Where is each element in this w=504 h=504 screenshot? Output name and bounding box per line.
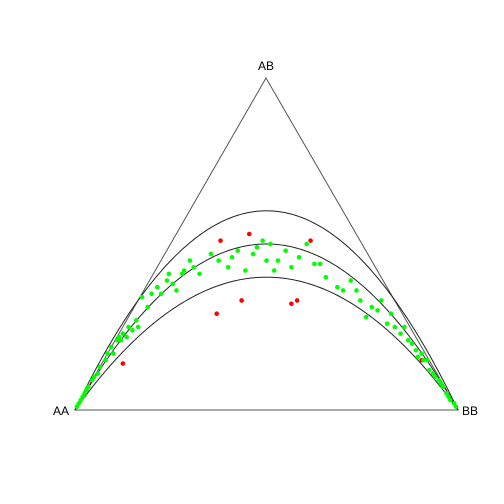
data-point xyxy=(323,274,329,280)
data-point xyxy=(419,351,424,356)
data-point xyxy=(308,238,313,243)
data-point xyxy=(296,254,302,260)
data-point xyxy=(225,264,231,270)
data-point xyxy=(218,238,223,243)
data-point xyxy=(145,304,151,310)
data-point xyxy=(354,288,359,293)
data-point xyxy=(283,248,288,253)
data-point xyxy=(384,321,390,326)
data-point xyxy=(243,268,248,273)
data-point xyxy=(254,245,260,250)
hwe-curve-2 xyxy=(74,210,459,411)
data-point xyxy=(268,241,273,247)
data-point xyxy=(135,324,141,330)
data-point xyxy=(91,374,97,380)
data-point xyxy=(294,298,300,303)
data-point xyxy=(426,367,432,373)
data-point xyxy=(229,254,235,260)
data-point xyxy=(187,258,193,263)
data-point xyxy=(246,231,252,237)
data-point xyxy=(348,278,354,283)
data-point xyxy=(388,311,394,317)
data-point xyxy=(304,241,310,247)
data-point xyxy=(124,334,130,340)
data-point xyxy=(375,308,380,313)
data-point xyxy=(415,354,421,360)
data-point xyxy=(444,391,449,396)
data-point xyxy=(409,341,415,346)
data-point xyxy=(114,337,120,343)
data-point xyxy=(239,298,244,303)
data-point xyxy=(86,384,91,390)
hwe-curve-0 xyxy=(74,276,459,411)
data-point xyxy=(335,284,340,290)
data-point xyxy=(413,347,419,353)
data-point xyxy=(289,264,294,270)
data-point xyxy=(402,324,407,330)
data-point xyxy=(95,371,101,376)
data-point xyxy=(312,261,317,267)
data-point xyxy=(235,248,241,253)
data-point xyxy=(170,281,175,287)
data-point xyxy=(191,264,197,270)
data-point xyxy=(133,318,139,323)
data-point xyxy=(158,291,164,297)
data-point xyxy=(358,298,363,303)
data-point xyxy=(216,258,221,263)
data-point xyxy=(289,301,294,307)
hwe-curves xyxy=(74,210,459,411)
data-point xyxy=(139,294,145,300)
data-point xyxy=(440,384,445,390)
data-point xyxy=(164,278,170,283)
data-point xyxy=(214,311,220,317)
data-point xyxy=(120,361,126,366)
data-point xyxy=(392,324,398,330)
data-point xyxy=(432,374,438,380)
data-point xyxy=(149,291,154,297)
ternary-triangle xyxy=(74,76,459,411)
data-point xyxy=(438,381,444,386)
data-point xyxy=(421,357,426,363)
data-point xyxy=(130,328,135,333)
data-point xyxy=(97,364,103,370)
data-point xyxy=(425,357,430,363)
data-point xyxy=(103,357,108,363)
data-point xyxy=(398,331,403,336)
data-point xyxy=(80,394,85,400)
data-point xyxy=(369,304,375,310)
data-point xyxy=(166,271,172,277)
data-point xyxy=(317,261,323,267)
hwe-curve-1 xyxy=(74,243,459,411)
vertex-label-left: AA xyxy=(53,404,69,418)
data-point xyxy=(76,401,82,406)
data-point xyxy=(174,288,179,293)
data-point xyxy=(264,258,269,263)
data-point xyxy=(197,271,202,277)
data-point xyxy=(111,351,116,356)
data-point xyxy=(405,337,411,343)
data-point xyxy=(340,288,346,293)
data-point xyxy=(118,337,124,343)
data-points xyxy=(74,231,459,409)
data-point xyxy=(181,268,187,273)
vertex-label-top: AB xyxy=(258,59,274,73)
data-point xyxy=(363,314,369,320)
data-point xyxy=(105,351,110,356)
data-point xyxy=(250,251,256,257)
vertex-label-right: BB xyxy=(462,404,478,418)
data-point xyxy=(155,284,160,290)
data-point xyxy=(126,324,131,330)
data-point xyxy=(275,258,281,263)
data-point xyxy=(260,238,265,243)
data-point xyxy=(89,377,95,383)
data-point xyxy=(379,298,384,303)
data-point xyxy=(271,268,277,273)
data-point xyxy=(120,331,126,336)
data-point xyxy=(208,251,214,257)
data-point xyxy=(84,387,89,393)
data-point xyxy=(109,344,114,350)
data-point xyxy=(448,397,453,403)
data-point xyxy=(453,404,459,409)
